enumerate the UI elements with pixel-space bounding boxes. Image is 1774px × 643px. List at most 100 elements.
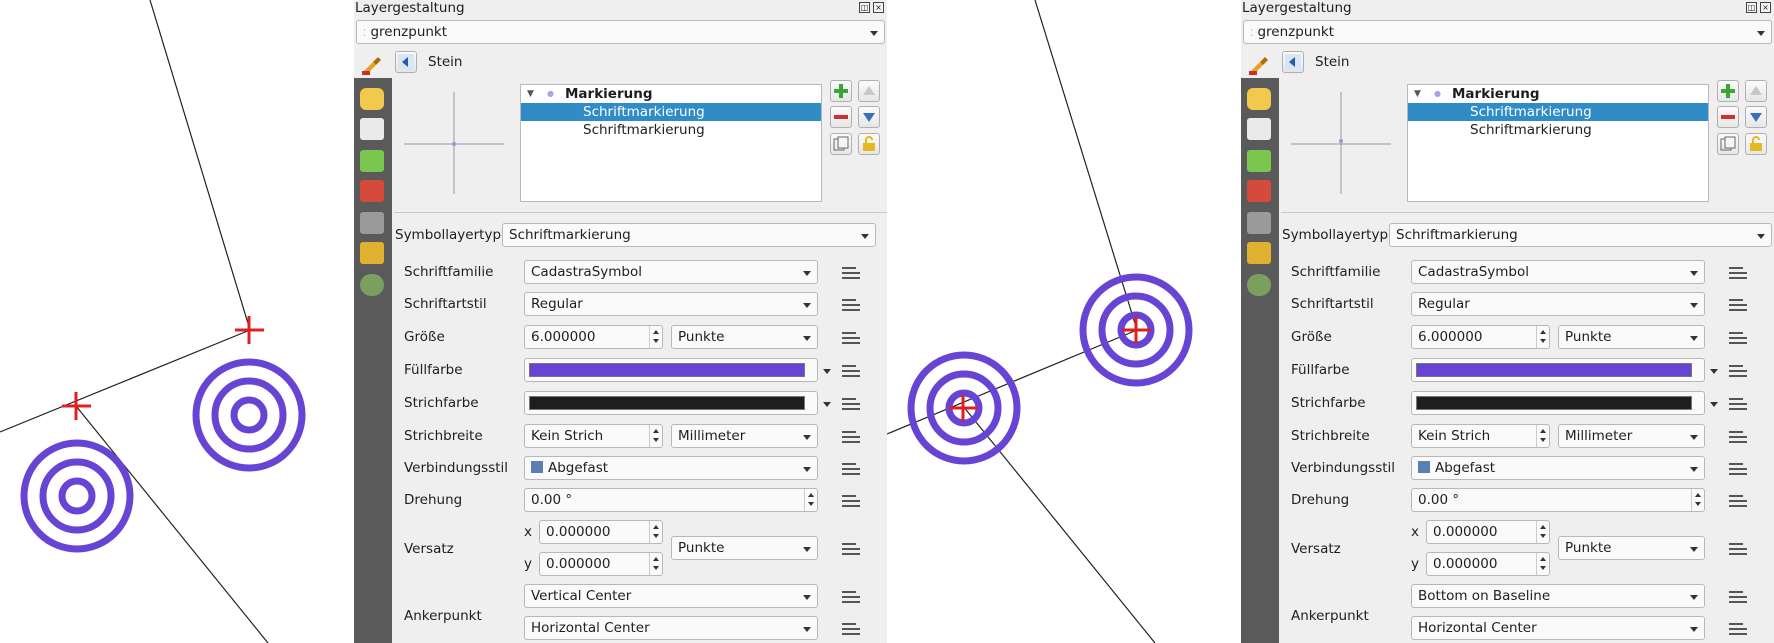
label-settings-icon[interactable] <box>360 118 384 140</box>
spin-arrows[interactable] <box>1691 489 1704 511</box>
tree-item-selected[interactable]: Schriftmarkierung <box>1408 103 1708 121</box>
symbol-layer-type-select[interactable]: Schriftmarkierung <box>502 223 876 247</box>
offset-x-spinbox[interactable]: 0.000000 <box>1426 520 1550 544</box>
labels-icon[interactable] <box>360 88 384 110</box>
layer-rendering-icon[interactable] <box>360 242 384 264</box>
close-panel-icon[interactable]: × <box>873 2 884 13</box>
data-defined-override-icon[interactable] <box>1727 427 1751 447</box>
style-brush-icon[interactable] <box>360 54 382 76</box>
data-defined-override-icon[interactable] <box>1727 619 1751 639</box>
font-family-select[interactable]: CadastraSymbol <box>1411 260 1705 284</box>
symbol-layer-type-select[interactable]: Schriftmarkierung <box>1389 223 1772 247</box>
offset-unit-select[interactable]: Punkte <box>671 536 818 560</box>
font-style-select[interactable]: Regular <box>1411 292 1705 316</box>
label-settings-icon[interactable] <box>1247 118 1271 140</box>
offset-y-spinbox[interactable]: 0.000000 <box>539 552 663 576</box>
stroke-width-unit-select[interactable]: Millimeter <box>671 424 818 448</box>
float-panel-icon[interactable]: ◫ <box>859 2 870 13</box>
data-defined-override-icon[interactable] <box>1727 328 1751 348</box>
back-button[interactable] <box>1282 51 1304 73</box>
vertical-anchor-select[interactable]: Vertical Center <box>524 584 818 608</box>
duplicate-layer-button[interactable] <box>830 133 852 155</box>
remove-layer-button[interactable] <box>1717 106 1739 128</box>
data-defined-override-icon[interactable] <box>840 328 864 348</box>
history-icon[interactable] <box>360 274 384 296</box>
stroke-width-unit-select[interactable]: Millimeter <box>1558 424 1705 448</box>
diagrams-icon[interactable] <box>1247 180 1271 202</box>
spin-arrows[interactable] <box>1536 326 1549 348</box>
history-icon[interactable] <box>1247 274 1271 296</box>
lock-layer-button[interactable] <box>858 133 880 155</box>
close-panel-icon[interactable]: × <box>1760 2 1771 13</box>
offset-unit-select[interactable]: Punkte <box>1558 536 1705 560</box>
move-up-button[interactable] <box>858 80 880 102</box>
spin-arrows[interactable] <box>649 553 662 575</box>
spin-arrows[interactable] <box>1536 425 1549 447</box>
stroke-color-button[interactable] <box>1411 391 1718 415</box>
data-defined-override-icon[interactable] <box>840 427 864 447</box>
data-defined-override-icon[interactable] <box>840 394 864 414</box>
move-up-button[interactable] <box>1745 80 1767 102</box>
stroke-color-button[interactable] <box>524 391 831 415</box>
data-defined-override-icon[interactable] <box>840 361 864 381</box>
size-spinbox[interactable]: 6.000000 <box>1411 325 1550 349</box>
layer-select[interactable]: ⁚ grenzpunkt <box>1243 20 1772 44</box>
data-defined-override-icon[interactable] <box>1727 587 1751 607</box>
offset-y-spinbox[interactable]: 0.000000 <box>1426 552 1550 576</box>
duplicate-layer-button[interactable] <box>1717 133 1739 155</box>
diagrams-icon[interactable] <box>360 180 384 202</box>
join-style-select[interactable]: Abgefast <box>1411 456 1705 480</box>
font-style-select[interactable]: Regular <box>524 292 818 316</box>
tree-root-item[interactable]: ▼ ● Markierung <box>527 86 653 102</box>
stroke-width-spinbox[interactable]: Kein Strich <box>524 424 663 448</box>
spin-arrows[interactable] <box>804 489 817 511</box>
data-defined-override-icon[interactable] <box>1727 394 1751 414</box>
spin-arrows[interactable] <box>649 326 662 348</box>
spin-arrows[interactable] <box>1536 553 1549 575</box>
tree-root-item[interactable]: ▼ ● Markierung <box>1414 86 1540 102</box>
spin-arrows[interactable] <box>649 521 662 543</box>
float-panel-icon[interactable]: ◫ <box>1746 2 1757 13</box>
move-down-button[interactable] <box>1745 106 1767 128</box>
size-unit-select[interactable]: Punkte <box>671 325 818 349</box>
size-unit-select[interactable]: Punkte <box>1558 325 1705 349</box>
add-layer-button[interactable] <box>830 80 852 102</box>
data-defined-override-icon[interactable] <box>1727 295 1751 315</box>
tree-item[interactable]: Schriftmarkierung <box>1408 121 1708 139</box>
data-defined-override-icon[interactable] <box>1727 539 1751 559</box>
join-style-select[interactable]: Abgefast <box>524 456 818 480</box>
horizontal-anchor-select[interactable]: Horizontal Center <box>524 616 818 640</box>
layer-rendering-icon[interactable] <box>1247 242 1271 264</box>
data-defined-override-icon[interactable] <box>840 295 864 315</box>
back-button[interactable] <box>395 51 417 73</box>
size-spinbox[interactable]: 6.000000 <box>524 325 663 349</box>
remove-layer-button[interactable] <box>830 106 852 128</box>
mesh-icon[interactable] <box>1247 212 1271 234</box>
style-brush-icon[interactable] <box>1247 54 1269 76</box>
data-defined-override-icon[interactable] <box>840 539 864 559</box>
3d-view-icon[interactable] <box>1247 150 1271 172</box>
spin-arrows[interactable] <box>649 425 662 447</box>
rotation-spinbox[interactable]: 0.00 ° <box>1411 488 1705 512</box>
layer-select[interactable]: ⁚ grenzpunkt <box>356 20 885 44</box>
tree-item[interactable]: Schriftmarkierung <box>521 121 821 139</box>
move-down-button[interactable] <box>858 106 880 128</box>
stroke-width-spinbox[interactable]: Kein Strich <box>1411 424 1550 448</box>
symbol-layer-tree[interactable]: ▼ ● Markierung Schriftmarkierung Schrift… <box>1407 84 1709 202</box>
vertical-anchor-select[interactable]: Bottom on Baseline <box>1411 584 1705 608</box>
font-family-select[interactable]: CadastraSymbol <box>524 260 818 284</box>
3d-view-icon[interactable] <box>360 150 384 172</box>
data-defined-override-icon[interactable] <box>1727 491 1751 511</box>
data-defined-override-icon[interactable] <box>840 619 864 639</box>
mesh-icon[interactable] <box>360 212 384 234</box>
data-defined-override-icon[interactable] <box>840 587 864 607</box>
data-defined-override-icon[interactable] <box>840 491 864 511</box>
data-defined-override-icon[interactable] <box>1727 361 1751 381</box>
rotation-spinbox[interactable]: 0.00 ° <box>524 488 818 512</box>
fill-color-button[interactable] <box>1411 358 1718 382</box>
data-defined-override-icon[interactable] <box>1727 459 1751 479</box>
spin-arrows[interactable] <box>1536 521 1549 543</box>
horizontal-anchor-select[interactable]: Horizontal Center <box>1411 616 1705 640</box>
symbol-layer-tree[interactable]: ▼ ● Markierung Schriftmarkierung Schrift… <box>520 84 822 202</box>
data-defined-override-icon[interactable] <box>1727 263 1751 283</box>
